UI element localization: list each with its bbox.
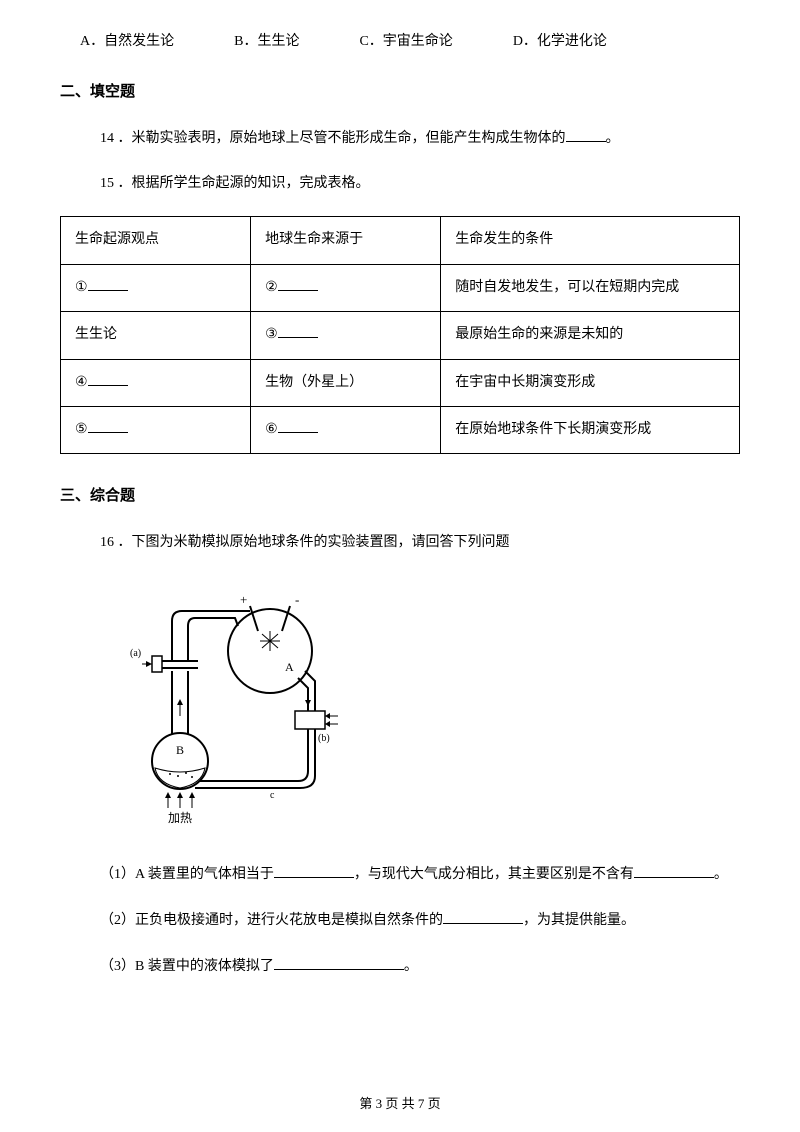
table-row: ⑤ ⑥ 在原始地球条件下长期演变形成 [61,406,740,453]
section-3-title: 三、综合题 [60,484,740,505]
table-cell: ⑤ [61,406,251,453]
table-cell: ③ [251,312,441,359]
table-cell: ② [251,264,441,311]
plus-label: + [240,592,247,607]
option-d: D．化学进化论 [513,30,607,50]
table-row: 生生论 ③ 最原始生命的来源是未知的 [61,312,740,359]
table-cell: 生物（外星上） [251,359,441,406]
blank-fill [566,128,606,142]
sub-question-1: （1）A 装置里的气体相当于，与现代大气成分相比，其主要区别是不含有。 [100,861,740,889]
blank-fill [278,324,318,338]
answer-options: A．自然发生论 B．生生论 C．宇宙生命论 D．化学进化论 [60,30,740,50]
blank-fill [88,419,128,433]
question-15: 15 ．根据所学生命起源的知识，完成表格。 [60,171,740,196]
question-16: 16 ．下图为米勒模拟原始地球条件的实验装置图，请回答下列问题 [60,530,740,555]
table-cell: 在宇宙中长期演变形成 [441,359,740,406]
table-row: ④ 生物（外星上） 在宇宙中长期演变形成 [61,359,740,406]
page-footer: 第 3 页 共 7 页 [0,1093,800,1112]
table-cell: ① [61,264,251,311]
table-cell: 随时自发地发生，可以在短期内完成 [441,264,740,311]
minus-label: - [295,592,299,607]
blank-fill [634,864,714,878]
option-c: C．宇宙生命论 [359,30,452,50]
blank-fill [274,956,404,970]
option-a: A．自然发生论 [80,30,174,50]
table-header-row: 生命起源观点 地球生命来源于 生命发生的条件 [61,217,740,264]
option-b: B．生生论 [234,30,299,50]
sub-question-3: （3）B 装置中的液体模拟了。 [100,953,740,981]
question-14: 14 ．米勒实验表明，原始地球上尽管不能形成生命，但能产生构成生物体的 。 [60,126,740,151]
blank-fill [88,372,128,386]
q14-text: 14 ．米勒实验表明，原始地球上尽管不能形成生命，但能产生构成生物体的 [100,131,566,146]
blank-fill [274,864,354,878]
q15-text: 15 ．根据所学生命起源的知识，完成表格。 [100,176,370,191]
c-label: c [270,790,275,801]
table-cell: 最原始生命的来源是未知的 [441,312,740,359]
apparatus-svg: + - A (b) c B [120,576,350,826]
table-cell: 在原始地球条件下长期演变形成 [441,406,740,453]
miller-apparatus-diagram: + - A (b) c B [120,576,740,831]
blank-fill [88,277,128,291]
sub-question-2: （2）正负电极接通时，进行火花放电是模拟自然条件的，为其提供能量。 [100,907,740,935]
blank-fill [443,910,523,924]
blank-fill [278,419,318,433]
header-cell: 地球生命来源于 [251,217,441,264]
table-cell: ⑥ [251,406,441,453]
q14-suffix: 。 [606,131,620,146]
blank-fill [278,277,318,291]
header-cell: 生命发生的条件 [441,217,740,264]
heat-label: 加热 [168,811,192,825]
flask-a-label: A [285,660,294,674]
origin-table: 生命起源观点 地球生命来源于 生命发生的条件 ① ② 随时自发地发生，可以在短期… [60,216,740,454]
table-cell: ④ [61,359,251,406]
section-2-title: 二、填空题 [60,80,740,101]
q16-text: 16 ．下图为米勒模拟原始地球条件的实验装置图，请回答下列问题 [100,535,510,550]
flask-b-label: B [176,743,184,757]
table-row: ① ② 随时自发地发生，可以在短期内完成 [61,264,740,311]
header-cell: 生命起源观点 [61,217,251,264]
a-label: (a) [130,648,141,659]
table-cell: 生生论 [61,312,251,359]
b-label: (b) [318,733,330,744]
